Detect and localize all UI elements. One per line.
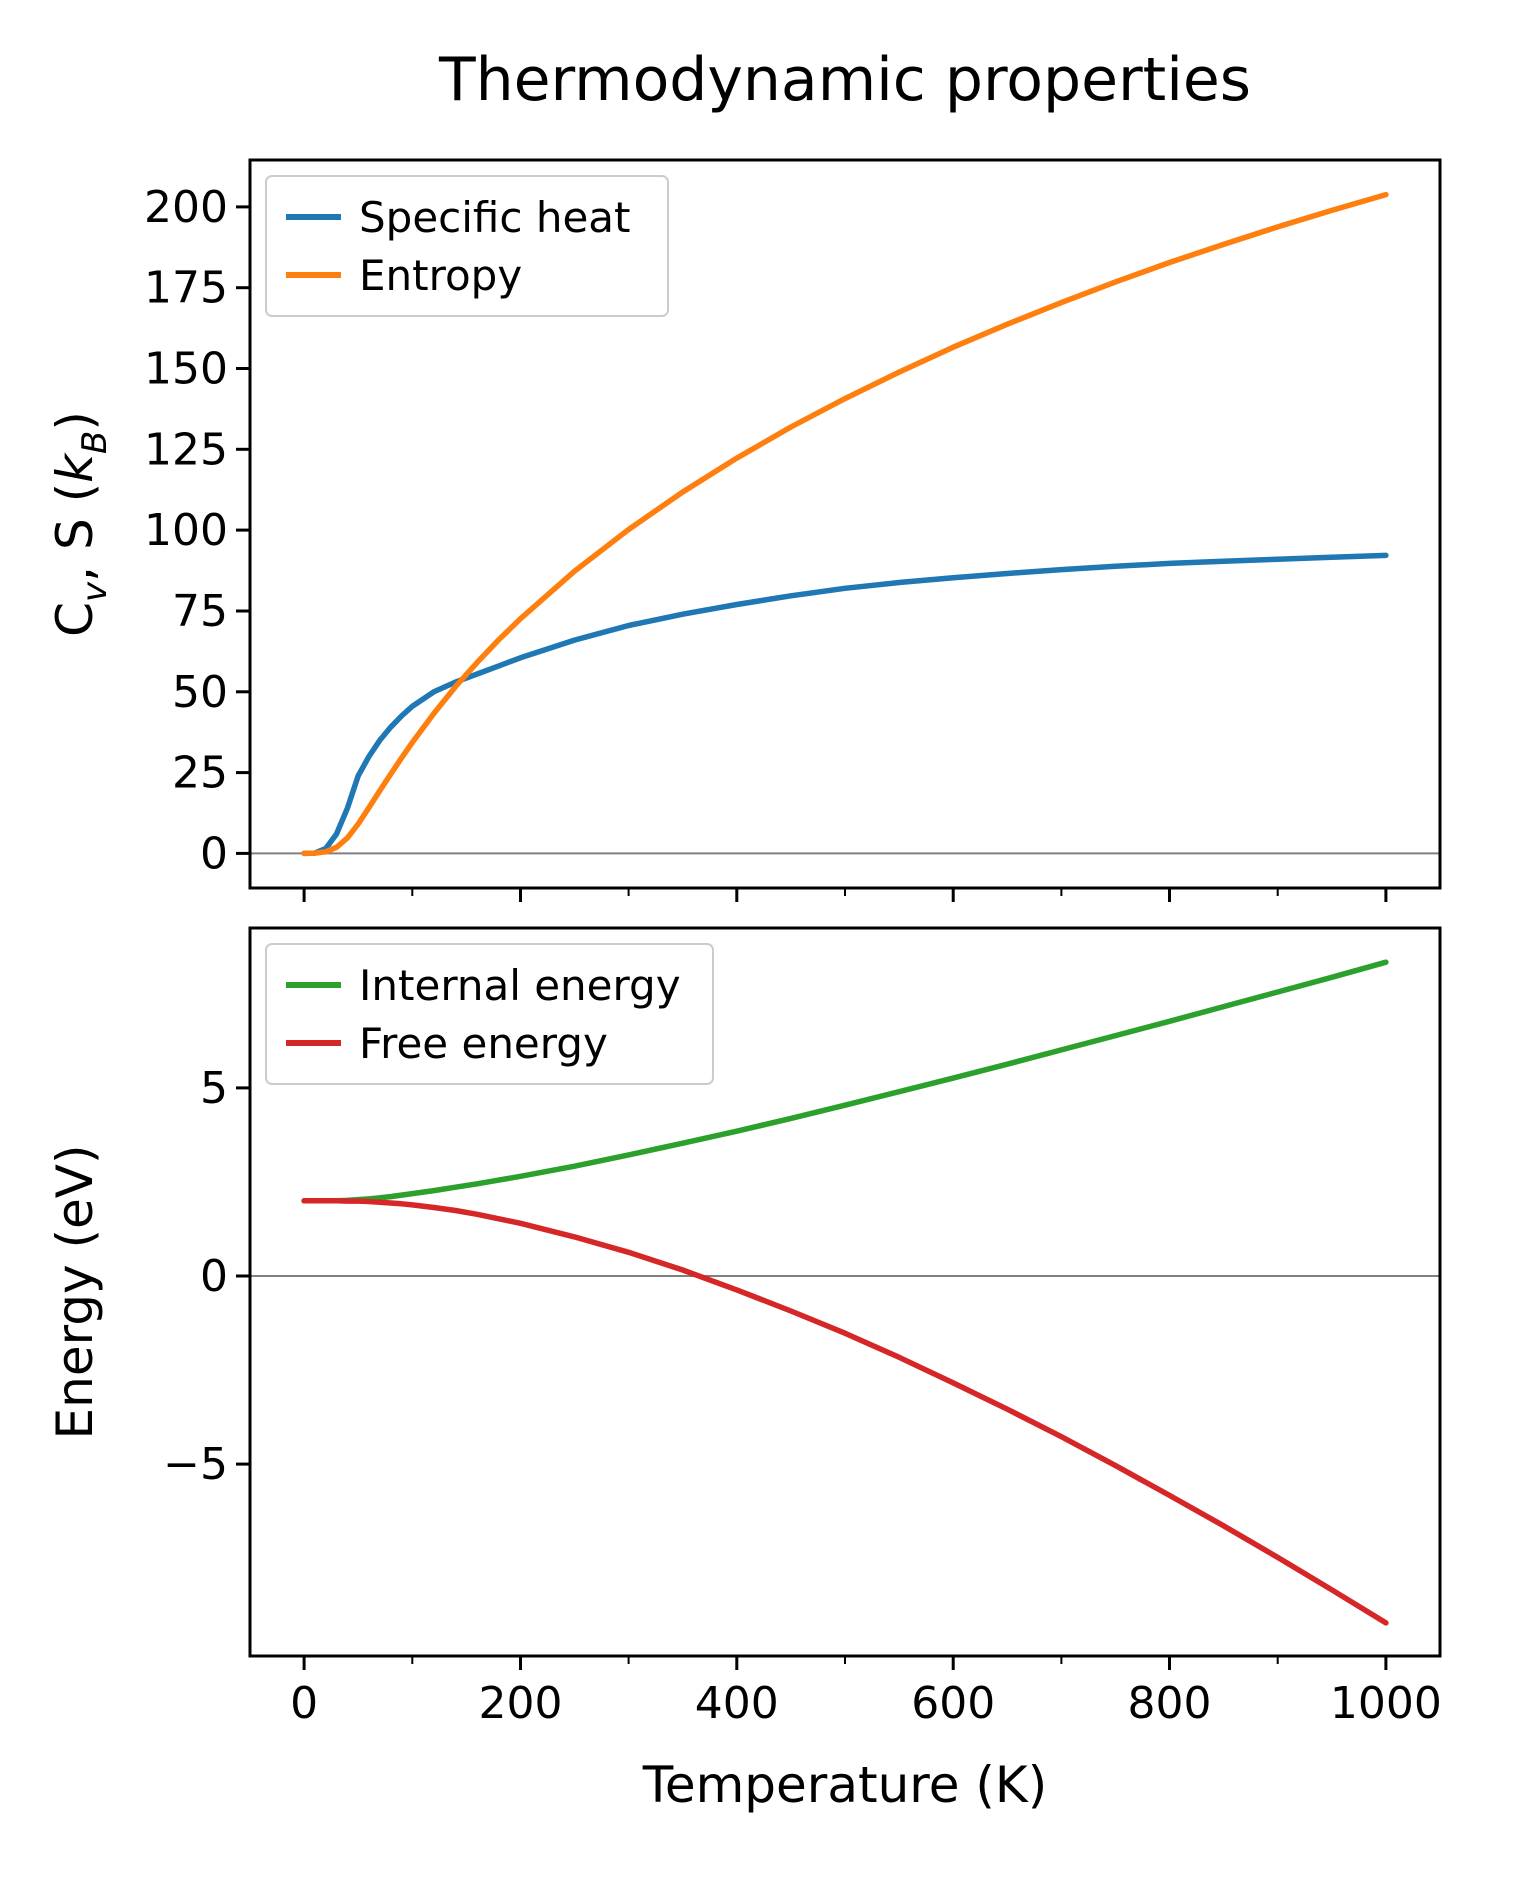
y-tick-label: −5 <box>163 1439 228 1490</box>
y-tick-label: 0 <box>200 1251 228 1302</box>
legend-box <box>265 943 714 1085</box>
x-ticks: 0 200 400 600 800 1000 <box>290 1656 1442 1729</box>
y-tick-label: 175 <box>144 263 228 314</box>
legend-item: Specific heat <box>286 193 630 242</box>
x-axis-label: Temperature (K) <box>642 1756 1047 1814</box>
legend-label: Free energy <box>359 1019 608 1068</box>
chart-title: Thermodynamic properties <box>438 45 1251 115</box>
y-tick-label: 5 <box>200 1063 228 1114</box>
y-tick-label: 25 <box>172 748 228 799</box>
legend-item: Entropy <box>286 251 522 300</box>
y-tick-label: 125 <box>144 424 228 475</box>
legend: Specific heat Entropy <box>265 175 669 317</box>
legend-label: Specific heat <box>359 193 630 242</box>
series-line-entropy <box>301 191 1389 857</box>
x-tick-label: 600 <box>911 1678 995 1729</box>
x-tick-label: 1000 <box>1330 1678 1442 1729</box>
legend-item: Internal energy <box>286 961 681 1010</box>
x-tick-label: 800 <box>1128 1678 1212 1729</box>
legend-label: Entropy <box>359 251 522 300</box>
legend-label: Internal energy <box>359 961 681 1010</box>
axes-top: 0 25 50 75 100 125 150 175 200 Cv, S (kB) Specific… <box>46 158 1442 902</box>
x-tick-label: 400 <box>695 1678 779 1729</box>
y-tick-label: 200 <box>144 182 228 233</box>
x-tick-label: 200 <box>479 1678 563 1729</box>
y-tick-label: 100 <box>144 505 228 556</box>
legend: Internal energy Free energy <box>265 943 714 1085</box>
y-axis-label: Energy (eV) <box>46 1145 104 1440</box>
series-line-specific-heat <box>301 552 1389 857</box>
legend-box <box>265 175 669 317</box>
y-ticks: −5 0 5 <box>163 1063 250 1490</box>
series-line-free-energy <box>301 1198 1389 1626</box>
x-ticks <box>302 888 1388 902</box>
axes-bottom: 0 200 400 600 800 1000 −5 0 5 Energy (eV) Internal… <box>46 926 1442 1729</box>
y-axis-label: Cv, S (kB) <box>46 411 115 637</box>
y-tick-label: 50 <box>172 667 228 718</box>
y-tick-label: 150 <box>144 344 228 395</box>
y-tick-label: 75 <box>172 586 228 637</box>
y-ticks: 0 25 50 75 100 125 150 175 200 <box>144 182 250 879</box>
y-tick-label: 0 <box>200 828 228 879</box>
x-tick-label: 0 <box>290 1678 318 1729</box>
legend-item: Free energy <box>286 1019 608 1068</box>
